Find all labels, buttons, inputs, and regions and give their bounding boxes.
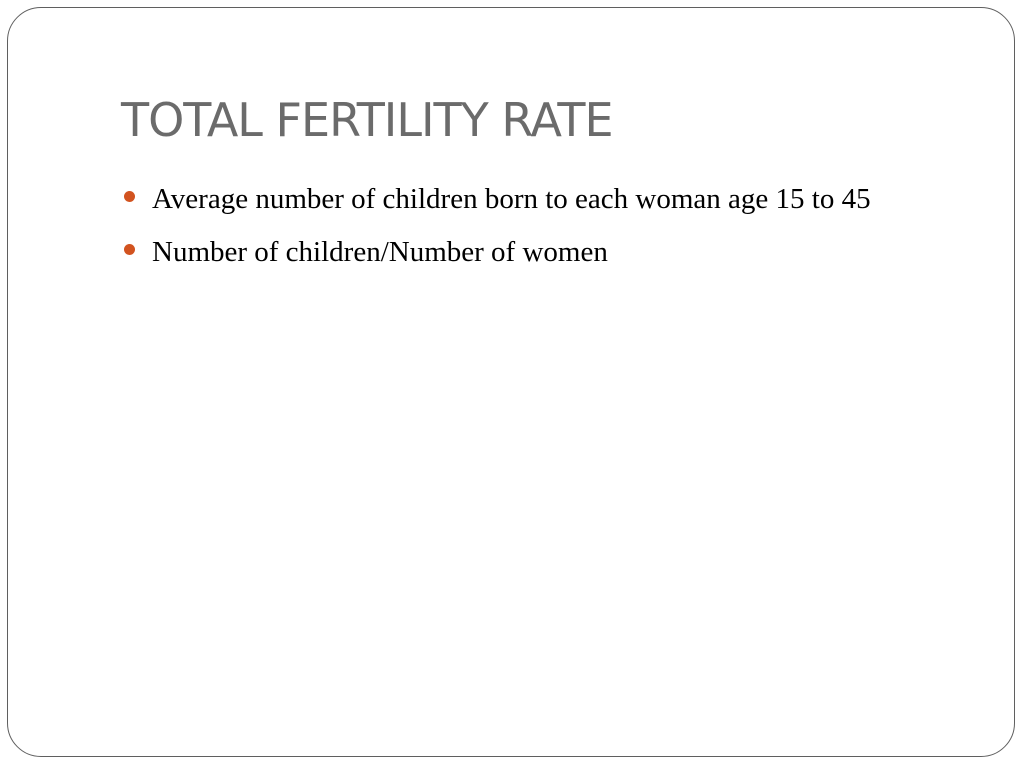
bullet-dot-icon: [124, 244, 135, 255]
bullet-item: Average number of children born to each …: [121, 178, 961, 221]
bullet-text: Number of children/Number of women: [152, 236, 608, 268]
bullet-item: Number of children/Number of women: [121, 231, 961, 274]
bullet-dot-icon: [124, 191, 135, 202]
slide-title: TOTAL FERTILITY RATE: [121, 93, 614, 147]
bullet-text: Average number of children born to each …: [152, 183, 871, 215]
bullet-list: Average number of children born to each …: [121, 178, 961, 284]
slide-frame: TOTAL FERTILITY RATE Average number of c…: [7, 7, 1015, 757]
